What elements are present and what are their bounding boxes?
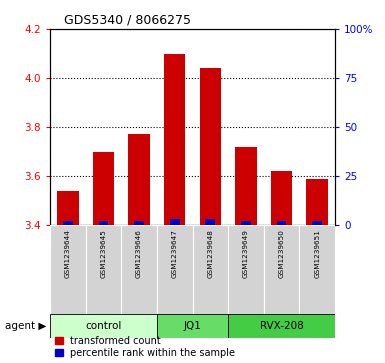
Text: agent ▶: agent ▶: [5, 321, 46, 331]
Bar: [312, 221, 322, 225]
Bar: [264, 225, 300, 316]
Bar: [157, 225, 192, 316]
Bar: [271, 171, 292, 225]
Bar: [277, 221, 286, 225]
Bar: [164, 54, 186, 225]
Text: GSM1239649: GSM1239649: [243, 230, 249, 278]
Text: control: control: [85, 321, 122, 331]
Bar: [235, 147, 257, 225]
Text: GSM1239647: GSM1239647: [172, 230, 178, 278]
Text: GSM1239650: GSM1239650: [278, 230, 285, 278]
Bar: [50, 314, 157, 338]
Legend: transformed count, percentile rank within the sample: transformed count, percentile rank withi…: [55, 336, 236, 358]
Bar: [228, 314, 335, 338]
Bar: [241, 221, 251, 225]
Bar: [93, 151, 114, 225]
Bar: [206, 219, 215, 225]
Text: RVX-208: RVX-208: [259, 321, 303, 331]
Text: GSM1239644: GSM1239644: [65, 230, 71, 278]
Bar: [99, 221, 108, 225]
Bar: [121, 225, 157, 316]
Text: GDS5340 / 8066275: GDS5340 / 8066275: [64, 13, 191, 26]
Text: GSM1239645: GSM1239645: [100, 230, 107, 278]
Text: JQ1: JQ1: [184, 321, 201, 331]
Bar: [199, 68, 221, 225]
Bar: [157, 314, 228, 338]
Text: GSM1239648: GSM1239648: [207, 230, 213, 278]
Bar: [170, 219, 179, 225]
Bar: [134, 221, 144, 225]
Bar: [300, 225, 335, 316]
Bar: [85, 225, 121, 316]
Bar: [50, 225, 85, 316]
Bar: [57, 191, 79, 225]
Bar: [192, 225, 228, 316]
Bar: [228, 225, 264, 316]
Bar: [128, 134, 150, 225]
Text: GSM1239646: GSM1239646: [136, 230, 142, 278]
Text: GSM1239651: GSM1239651: [314, 230, 320, 278]
Bar: [63, 221, 73, 225]
Bar: [306, 179, 328, 225]
